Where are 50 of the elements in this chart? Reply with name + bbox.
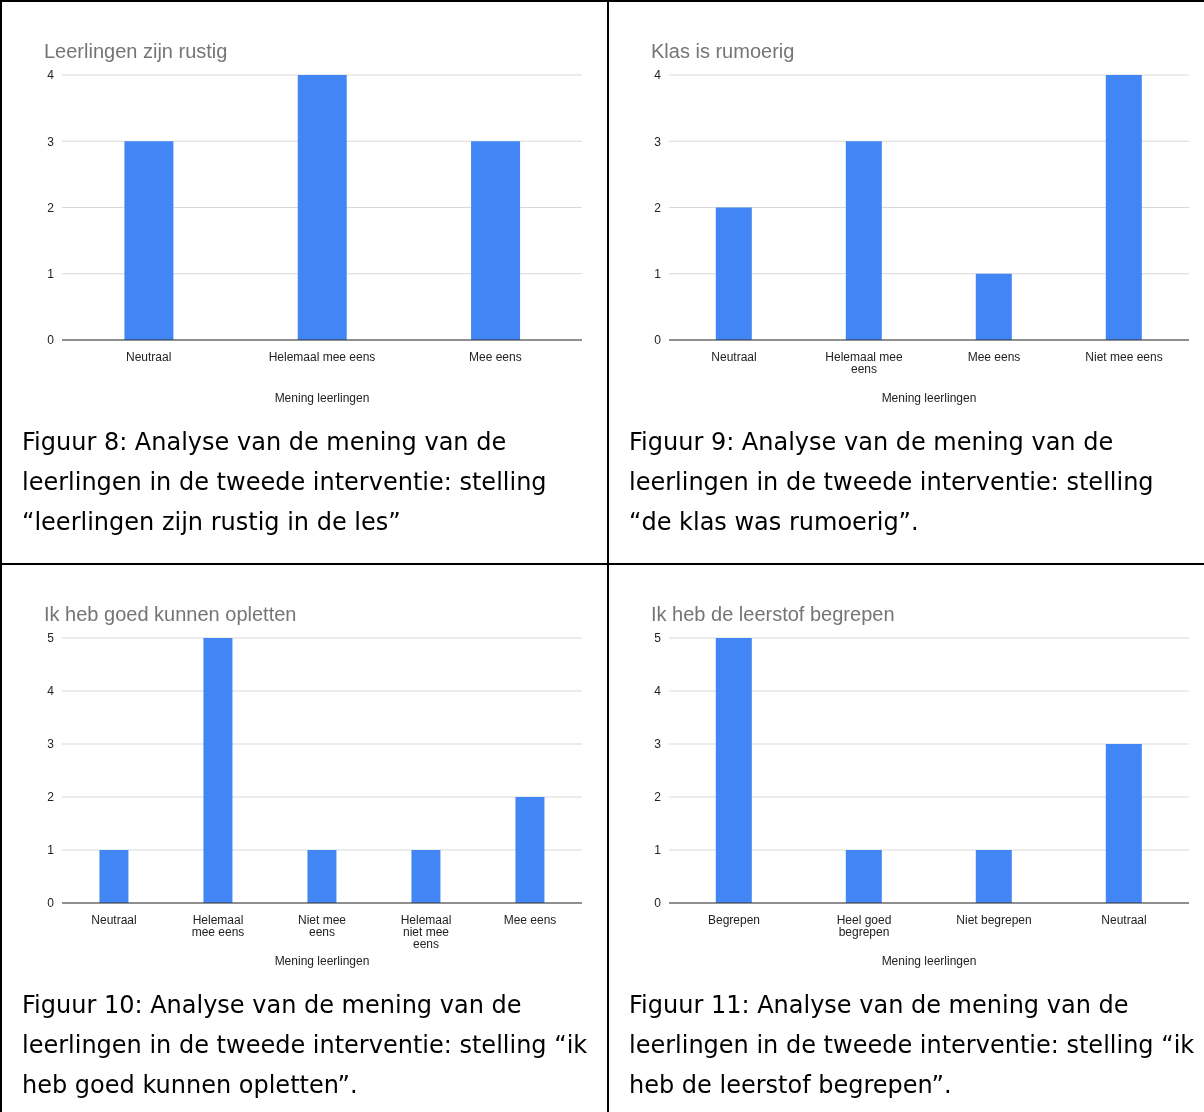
x-axis-title: Mening leerlingen bbox=[881, 954, 977, 968]
y-tick-label: 5 bbox=[47, 631, 55, 646]
y-tick-label: 2 bbox=[654, 790, 662, 805]
x-tick-label: Helemaal mee eens bbox=[825, 349, 904, 376]
x-tick-label: Neutraal bbox=[91, 912, 137, 927]
y-tick-label: 0 bbox=[654, 333, 662, 348]
chart-title: Ik heb de leerstof begrepen bbox=[650, 603, 896, 626]
y-tick-label: 4 bbox=[47, 68, 55, 83]
y-tick-label: 2 bbox=[47, 790, 55, 805]
x-axis-title: Mening leerlingen bbox=[881, 391, 977, 405]
x-tick-label: Niet mee eens bbox=[1085, 349, 1163, 364]
y-tick-label: 1 bbox=[654, 843, 662, 858]
chart-title: Leerlingen zijn rustig bbox=[43, 40, 229, 63]
x-tick-label: Niet begrepen bbox=[956, 912, 1032, 927]
y-tick-label: 2 bbox=[654, 200, 662, 215]
chart-title: Klas is rumoerig bbox=[650, 40, 796, 63]
y-tick-label: 0 bbox=[47, 333, 55, 348]
x-tick-label: Neutraal bbox=[1101, 912, 1147, 927]
x-axis-title: Mening leerlingen bbox=[274, 954, 370, 968]
y-tick-label: 4 bbox=[47, 684, 55, 699]
y-tick-label: 4 bbox=[654, 684, 662, 699]
x-tick-label: Neutraal bbox=[125, 349, 172, 364]
text: Figuur 9: Analyse van de mening van de leerlingen in de tweede interventie: stelling “de klas was rumoerig”. bbox=[629, 427, 1155, 538]
text: Figuur 10: Analyse van de mening van de leerlingen in de tweede interventie: stelling “ik heb goed kunnen opletten”. bbox=[22, 990, 589, 1101]
y-tick-label: 1 bbox=[47, 267, 55, 282]
y-tick-label: 4 bbox=[654, 68, 662, 83]
y-tick-label: 5 bbox=[654, 631, 662, 646]
y-tick-label: 3 bbox=[47, 134, 55, 149]
chart-title: Ik heb goed kunnen opletten bbox=[43, 603, 298, 626]
y-tick-label: 1 bbox=[654, 267, 662, 282]
y-tick-label: 3 bbox=[654, 134, 662, 149]
y-tick-label: 0 bbox=[654, 896, 662, 911]
x-tick-label: Mee eens bbox=[967, 349, 1021, 364]
y-tick-label: 2 bbox=[47, 200, 55, 215]
text: Figuur 8: Analyse van de mening van de leerlingen in de tweede interventie: stelling “leerlingen zijn rustig in de les” bbox=[22, 427, 548, 538]
x-tick-label: Mee eens bbox=[503, 912, 557, 927]
x-tick-label: Mee eens bbox=[468, 349, 522, 364]
text: Figuur 11: Analyse van de mening van de leerlingen in de tweede interventie: stelling “ik heb de leerstof begrepen”. bbox=[629, 990, 1196, 1101]
x-tick-label: Neutraal bbox=[711, 349, 757, 364]
x-tick-label: Helemaal mee eens bbox=[191, 912, 245, 939]
x-tick-label: Heel goed begrepen bbox=[836, 912, 892, 939]
y-tick-label: 3 bbox=[654, 737, 662, 752]
y-tick-label: 0 bbox=[47, 896, 55, 911]
x-axis-title: Mening leerlingen bbox=[274, 391, 370, 405]
x-tick-label: Niet mee eens bbox=[297, 912, 347, 939]
y-tick-label: 3 bbox=[47, 737, 55, 752]
x-tick-label: Helemaal niet mee eens bbox=[400, 912, 452, 951]
y-tick-label: 1 bbox=[47, 843, 55, 858]
x-tick-label: Begrepen bbox=[707, 912, 761, 927]
x-tick-label: Helemaal mee eens bbox=[268, 349, 376, 364]
